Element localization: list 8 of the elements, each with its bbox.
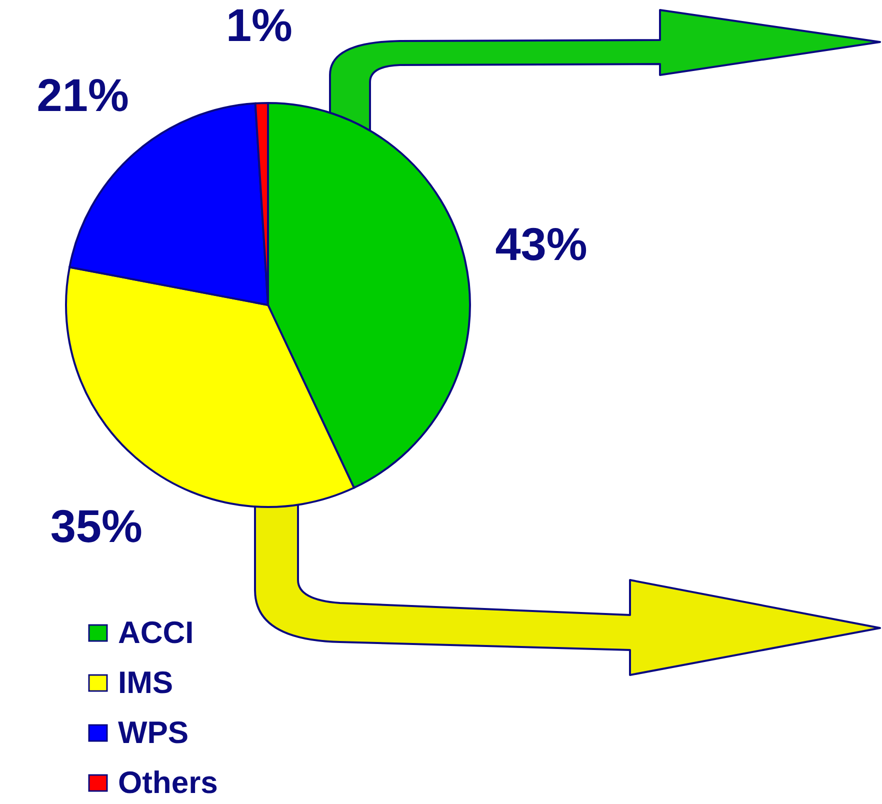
data-label: 21% [36, 68, 129, 121]
data-label: 35% [50, 500, 142, 552]
legend-label: ACCI [118, 615, 194, 651]
legend-label: Others [118, 765, 218, 801]
legend-label: WPS [118, 715, 189, 751]
data-label: 43% [495, 218, 588, 270]
data-label: 1% [226, 0, 292, 52]
legend-label: IMS [118, 665, 174, 701]
